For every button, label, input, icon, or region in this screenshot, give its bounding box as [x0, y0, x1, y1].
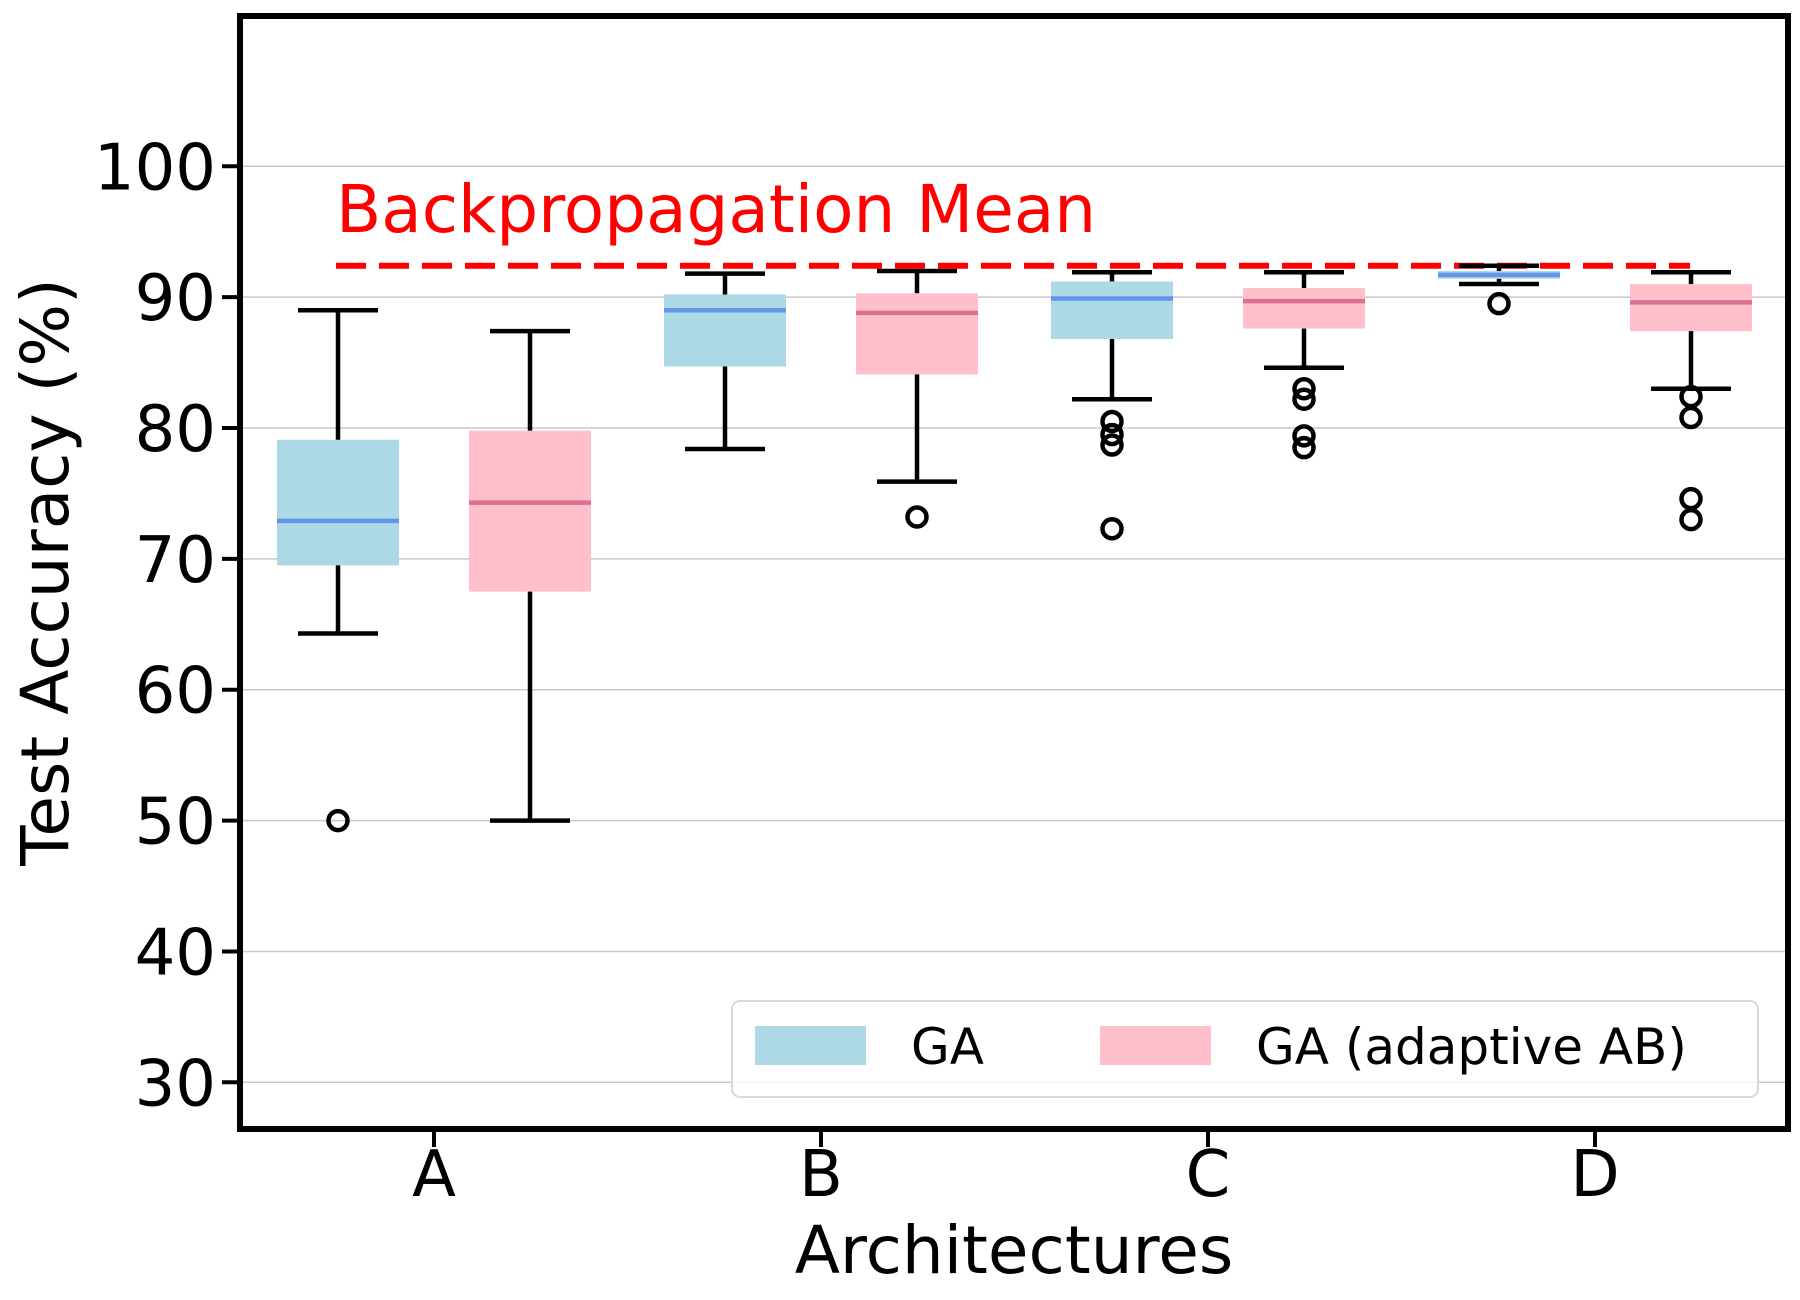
y-axis-title: Test Accuracy (%) — [7, 278, 84, 866]
y-tick-label: 70 — [135, 524, 216, 598]
box-group — [1243, 270, 1365, 460]
box-group — [856, 268, 978, 529]
x-tick-label: B — [799, 1138, 843, 1212]
x-tick-label: D — [1570, 1138, 1619, 1212]
outlier-point — [1292, 387, 1316, 411]
box-group — [1438, 263, 1560, 316]
outlier-point — [1292, 376, 1316, 401]
reference-line-group: Backpropagation Mean — [336, 171, 1690, 269]
y-tick-label: 50 — [135, 786, 216, 860]
outlier-point — [1292, 424, 1316, 448]
outlier-point — [326, 808, 350, 833]
box-group — [664, 271, 786, 452]
outlier-point — [1487, 291, 1511, 316]
box-group — [277, 307, 399, 833]
y-tick-label: 30 — [135, 1047, 216, 1121]
x-tick-label: C — [1186, 1138, 1231, 1212]
y-tick-label: 80 — [135, 393, 216, 467]
y-tick-label: 100 — [94, 131, 216, 205]
box — [664, 294, 786, 367]
y-axis: 30 40 50 60 70 80 90 100 — [94, 131, 240, 1121]
box — [469, 430, 591, 592]
box — [277, 439, 399, 566]
outlier-point — [1679, 507, 1703, 532]
legend: GA GA (adaptive AB) — [731, 1000, 1759, 1098]
box-group — [469, 328, 591, 823]
y-tick-label: 60 — [135, 655, 216, 729]
x-axis: A B C D — [412, 1129, 1620, 1212]
x-tick-label: A — [412, 1138, 456, 1212]
legend-label: GA (adaptive AB) — [1256, 1018, 1687, 1076]
box-group — [1051, 270, 1173, 541]
outlier-point — [1292, 435, 1316, 460]
legend-frame — [731, 1000, 1759, 1098]
outlier-point — [1100, 409, 1124, 434]
outlier-point — [1679, 486, 1703, 511]
box-group — [1630, 270, 1752, 532]
x-axis-title: Architectures — [795, 1212, 1233, 1289]
y-tick-label: 40 — [135, 916, 216, 990]
legend-swatch — [1100, 1026, 1211, 1065]
legend-label: GA — [911, 1018, 984, 1076]
reference-line-label: Backpropagation Mean — [336, 171, 1096, 248]
box — [856, 293, 978, 375]
outlier-point — [905, 505, 929, 529]
grid-lines — [240, 165, 1788, 1084]
outlier-point — [1679, 384, 1703, 409]
outlier-point — [1100, 433, 1124, 457]
box — [1630, 284, 1752, 332]
outlier-point — [1100, 422, 1124, 447]
y-tick-label: 90 — [135, 262, 216, 336]
outlier-point — [1100, 517, 1124, 541]
outlier-point — [1679, 405, 1703, 430]
box-series-group — [277, 263, 1752, 833]
box — [1243, 287, 1365, 329]
legend-swatch — [755, 1026, 866, 1065]
plot-frame — [237, 13, 1791, 1132]
box — [1051, 281, 1173, 340]
